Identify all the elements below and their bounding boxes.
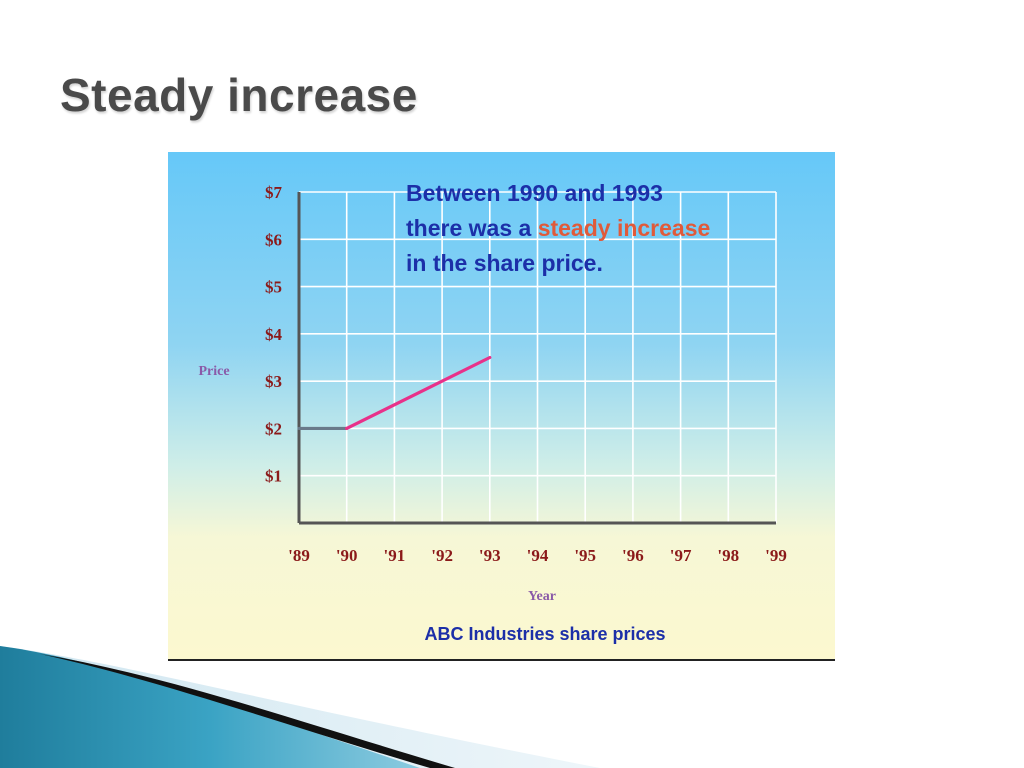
chart-panel: $1 $2 $3 $4 $5 $6 $7 '89 '90 '91 '92 '93 '94 '95 '96 '9…: [168, 152, 835, 661]
callout-highlight: steady increase: [537, 215, 711, 241]
x-tick-label: '99: [765, 546, 787, 565]
x-axis-title: Year: [528, 589, 556, 604]
y-tick-label: $3: [265, 372, 282, 391]
callout-line-3: in the share price.: [406, 250, 603, 276]
x-tick-label: '94: [527, 546, 549, 565]
callout-line-2-text: there was a: [406, 215, 538, 241]
y-tick-label: $1: [265, 467, 282, 486]
chart-caption: ABC Industries share prices: [424, 624, 665, 644]
footer-swoosh-decoration: [0, 646, 600, 768]
x-tick-label: '90: [336, 546, 358, 565]
share-price-chart: $1 $2 $3 $4 $5 $6 $7 '89 '90 '91 '92 '93 '94 '95 '96 '9…: [198, 183, 787, 644]
y-tick-label: $4: [265, 325, 283, 344]
slide-title: Steady increase: [60, 69, 418, 121]
y-tick-label: $7: [265, 183, 283, 202]
callout-line-2: there was a steady increase: [406, 211, 826, 246]
y-axis-title: Price: [198, 364, 229, 379]
y-tick-label: $2: [265, 419, 282, 438]
x-tick-label: '89: [288, 546, 310, 565]
x-tick-label: '92: [431, 546, 453, 565]
x-tick-label: '93: [479, 546, 501, 565]
y-tick-label: $5: [265, 278, 282, 297]
x-tick-label: '95: [574, 546, 596, 565]
chart-callout: Between 1990 and 1993 there was a steady…: [406, 176, 826, 281]
callout-line-1: Between 1990 and 1993: [406, 180, 663, 206]
x-tick-label: '97: [670, 546, 692, 565]
x-tick-label: '98: [717, 546, 739, 565]
series-line-2: [345, 355, 492, 431]
y-tick-label: $6: [265, 230, 282, 249]
x-tick-label: '91: [384, 546, 406, 565]
x-tick-label: '96: [622, 546, 644, 565]
